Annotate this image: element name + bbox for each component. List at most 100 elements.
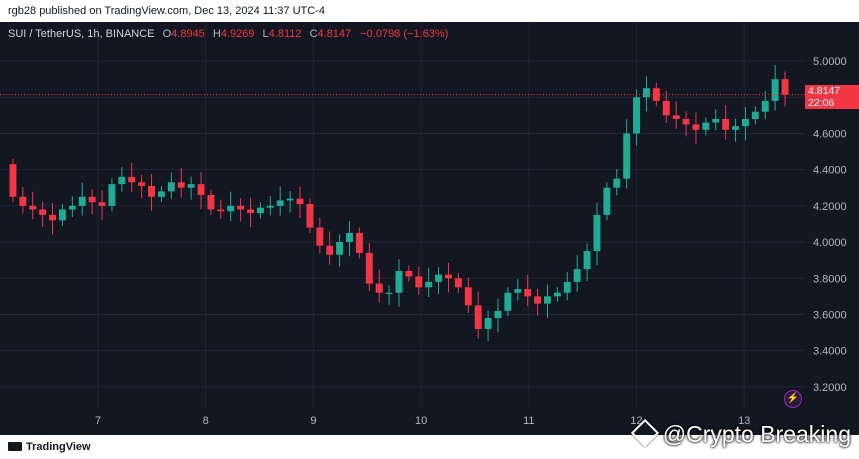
candle-body: [316, 227, 324, 246]
candle-body: [385, 292, 393, 294]
candle-body: [197, 184, 205, 195]
x-tick-label: 8: [203, 415, 209, 427]
tradingview-logo-text: TradingView: [26, 441, 91, 453]
candle-body: [722, 118, 730, 130]
candle-body: [336, 242, 344, 255]
x-tick-label: 9: [310, 415, 316, 427]
candle-body: [534, 296, 542, 304]
last-price-tag: 4.8147 22:06: [805, 84, 859, 109]
open-label: O: [162, 28, 172, 40]
close-value: 4.8147: [317, 28, 352, 40]
footer-bar: TradingView @Crypto Breaking: [0, 418, 859, 459]
tradingview-logo-icon: [8, 442, 22, 451]
high-value: 4.9269: [220, 28, 255, 40]
candle-body: [633, 97, 641, 134]
candle-body: [128, 176, 136, 183]
candle-body: [504, 292, 512, 311]
ohlc-legend: SUI / TetherUS, 1h, BINANCE O4.8945 H4.9…: [8, 28, 448, 40]
candle-body: [563, 281, 571, 293]
candle-body: [167, 182, 175, 192]
candle-body: [138, 182, 146, 186]
candle-body: [613, 178, 621, 188]
candle-body: [454, 278, 462, 288]
candle-body: [464, 287, 472, 306]
candle-body: [643, 88, 650, 98]
change-value: −0.0798 (−1.63%): [360, 28, 449, 40]
candle-body: [702, 122, 710, 130]
high-label: H: [212, 28, 221, 40]
candle-body: [544, 296, 551, 304]
candle-body: [157, 191, 165, 197]
y-tick-label: 3.2000: [813, 382, 847, 394]
candle-body: [732, 126, 740, 130]
candle-body: [583, 251, 591, 270]
candle-body: [484, 318, 492, 329]
candle-body: [237, 205, 245, 210]
candle-body: [286, 198, 294, 201]
tradingview-logo[interactable]: TradingView: [8, 441, 91, 453]
candle-body: [593, 214, 601, 252]
candle-body: [187, 184, 195, 188]
diamond-logo-icon: [630, 418, 659, 448]
candle-body: [306, 204, 314, 228]
candle-body: [573, 269, 581, 282]
candle-body: [355, 233, 363, 253]
candlestick-chart[interactable]: 5.00004.80004.60004.40004.20004.00003.80…: [0, 22, 859, 435]
candle-body: [425, 281, 433, 288]
candle-body: [256, 207, 264, 214]
candle-body: [29, 205, 37, 210]
candle-body: [652, 88, 660, 101]
watermark: @Crypto Breaking: [630, 418, 851, 448]
candle-body: [207, 194, 215, 210]
candle-body: [405, 271, 413, 277]
x-tick-label: 13: [738, 415, 750, 427]
lightning-icon[interactable]: ⚡: [784, 390, 802, 408]
y-tick-label: 3.4000: [813, 346, 847, 358]
candle-body: [435, 274, 443, 282]
low-value: 4.8112: [268, 28, 302, 40]
candle-body: [148, 185, 155, 197]
candle-body: [68, 205, 76, 210]
candle-body: [39, 209, 47, 215]
candle-body: [761, 100, 769, 112]
candle-body: [712, 118, 720, 123]
candle-body: [603, 187, 611, 215]
candle-body: [662, 100, 670, 116]
candle-body: [266, 205, 274, 208]
candle-body: [514, 289, 522, 293]
x-tick-label: 7: [95, 415, 101, 427]
candle-body: [177, 182, 185, 188]
x-tick-label: 10: [415, 415, 427, 427]
candle-body: [19, 196, 27, 206]
candle-body: [326, 245, 334, 255]
candle-body: [227, 205, 235, 212]
y-tick-label: 4.0000: [813, 237, 847, 249]
candle-body: [395, 271, 403, 293]
candle-body: [682, 118, 690, 125]
candle-body: [771, 79, 779, 101]
candle-body: [118, 176, 126, 185]
watermark-text: @Crypto Breaking: [662, 421, 851, 447]
candle-body: [9, 164, 17, 197]
open-value: 4.8945: [171, 28, 205, 40]
candle-body: [445, 274, 452, 279]
y-tick-label: 3.6000: [813, 309, 847, 321]
candle-body: [296, 198, 304, 205]
candle-body: [276, 200, 284, 206]
chart-area[interactable]: 5.00004.80004.60004.40004.20004.00003.80…: [0, 22, 859, 435]
candle-body: [474, 305, 482, 329]
candle-body: [741, 118, 749, 127]
candle-body: [553, 292, 561, 297]
candle-body: [98, 202, 106, 206]
publish-bar: rgb28 published on TradingView.com, Dec …: [0, 0, 859, 22]
candle-body: [49, 214, 57, 221]
candle-body: [88, 196, 96, 203]
candle-body: [494, 310, 502, 319]
candle-body: [58, 209, 66, 221]
candle-body: [217, 209, 225, 212]
candle-body: [365, 252, 373, 284]
candle-body: [108, 184, 116, 206]
candle-body: [672, 115, 680, 119]
candle-body: [781, 79, 789, 95]
last-price-countdown: 22:06: [808, 96, 835, 109]
